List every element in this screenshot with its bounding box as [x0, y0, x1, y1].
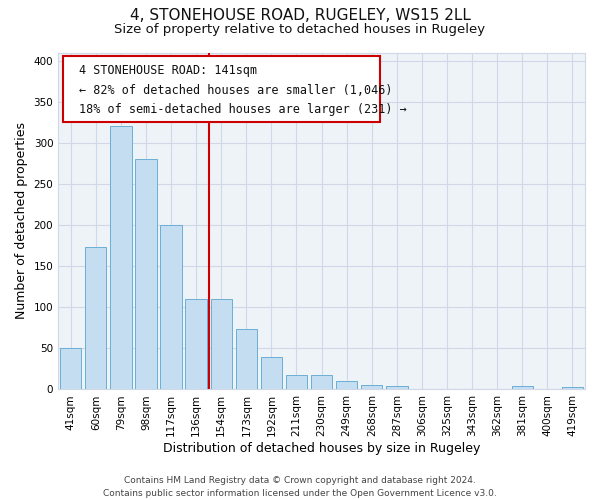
Bar: [286, 374, 307, 390]
Text: ← 82% of detached houses are smaller (1,046): ← 82% of detached houses are smaller (1,…: [79, 84, 393, 97]
Bar: [136, 160, 157, 390]
Bar: [185, 299, 207, 390]
Bar: [386, 386, 407, 390]
Bar: [562, 387, 583, 390]
X-axis label: Distribution of detached houses by size in Rugeley: Distribution of detached houses by size …: [163, 442, 480, 455]
Bar: [236, 328, 257, 390]
Y-axis label: Number of detached properties: Number of detached properties: [15, 122, 28, 320]
Text: Contains HM Land Registry data © Crown copyright and database right 2024.
Contai: Contains HM Land Registry data © Crown c…: [103, 476, 497, 498]
Bar: [336, 381, 358, 390]
Bar: [211, 299, 232, 390]
Bar: [85, 248, 106, 390]
Text: 4, STONEHOUSE ROAD, RUGELEY, WS15 2LL: 4, STONEHOUSE ROAD, RUGELEY, WS15 2LL: [130, 8, 470, 22]
Text: 4 STONEHOUSE ROAD: 141sqm: 4 STONEHOUSE ROAD: 141sqm: [79, 64, 257, 78]
Bar: [512, 386, 533, 390]
Bar: [110, 126, 131, 390]
Bar: [361, 384, 382, 390]
Bar: [160, 225, 182, 390]
Bar: [60, 348, 82, 390]
Bar: [311, 374, 332, 390]
Text: Size of property relative to detached houses in Rugeley: Size of property relative to detached ho…: [115, 22, 485, 36]
Bar: [261, 358, 282, 390]
FancyBboxPatch shape: [64, 56, 380, 122]
Text: 18% of semi-detached houses are larger (231) →: 18% of semi-detached houses are larger (…: [79, 104, 407, 117]
